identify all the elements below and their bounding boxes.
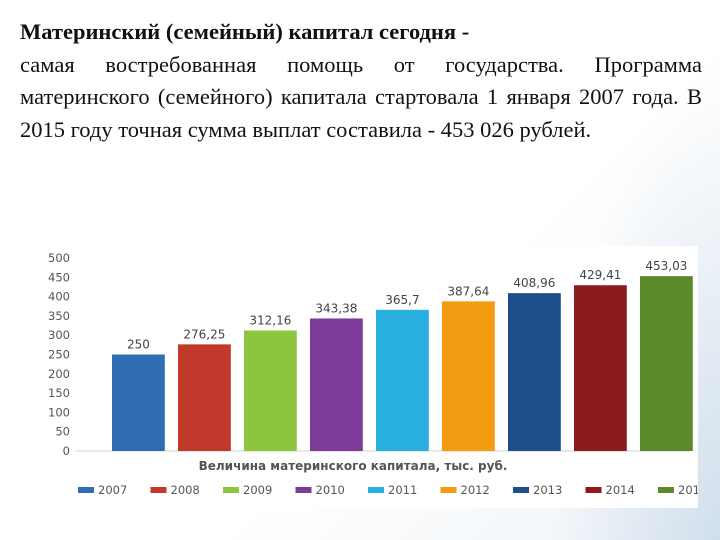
bar-chart: 0 50 100 150 200 250 300 350 400 450 500 250 276,25 3… (48, 251, 707, 497)
bar (244, 330, 297, 451)
y-tick-label: 200 (48, 367, 70, 381)
legend-label: 2014 (606, 483, 635, 497)
data-label: 343,38 (315, 301, 357, 315)
data-label: 312,16 (249, 314, 291, 328)
legend-label: 2011 (388, 483, 417, 497)
bar (310, 318, 363, 451)
bar (178, 344, 231, 451)
bar (574, 285, 627, 451)
y-tick-label: 450 (48, 270, 70, 284)
y-tick-label: 250 (48, 348, 70, 362)
data-label: 365,7 (385, 293, 419, 307)
data-label: 387,64 (447, 284, 489, 298)
legend-swatch (440, 487, 457, 493)
y-tick-label: 500 (48, 251, 70, 265)
bar (376, 309, 429, 451)
y-tick-label: 400 (48, 290, 70, 304)
slide-text: Материнский (семейный) капитал сегодня -… (20, 16, 702, 146)
bar (442, 301, 495, 451)
y-tick-label: 350 (48, 309, 70, 323)
bar (640, 276, 693, 451)
legend-swatch (78, 487, 94, 493)
legend-label: 2008 (171, 483, 200, 497)
legend-swatch (585, 487, 602, 493)
y-tick-label: 0 (63, 444, 70, 458)
legend-label: 2013 (533, 483, 562, 497)
y-tick-label: 150 (48, 386, 70, 400)
legend-label: 2012 (461, 483, 490, 497)
chart-panel: 0 50 100 150 200 250 300 350 400 450 500 250 276,25 3… (26, 246, 707, 508)
y-tick-label: 100 (48, 405, 70, 419)
slide-body: самая востребованная помощь от государст… (20, 51, 702, 142)
y-tick-label: 300 (48, 328, 70, 342)
legend-swatch (368, 487, 384, 493)
slide-heading: Материнский (семейный) капитал сегодня - (20, 19, 470, 44)
bar (112, 354, 165, 451)
bar (508, 293, 561, 451)
legend-label: 2015 (678, 483, 698, 497)
data-label: 276,25 (183, 327, 225, 341)
legend-swatch (513, 487, 529, 493)
x-axis-title: Величина материнского капитала, тыс. руб… (199, 459, 508, 473)
legend-swatch (295, 487, 312, 493)
data-label: 429,41 (579, 268, 621, 282)
legend-swatch (223, 487, 239, 493)
data-label: 250 (127, 338, 150, 352)
legend-swatch (658, 487, 674, 493)
legend-label: 2007 (98, 483, 127, 497)
y-tick-label: 50 (55, 425, 70, 439)
data-label: 453,03 (645, 259, 687, 273)
data-label: 408,96 (513, 276, 555, 290)
legend-label: 2009 (243, 483, 272, 497)
legend-label: 2010 (316, 483, 345, 497)
legend-swatch (150, 487, 167, 493)
